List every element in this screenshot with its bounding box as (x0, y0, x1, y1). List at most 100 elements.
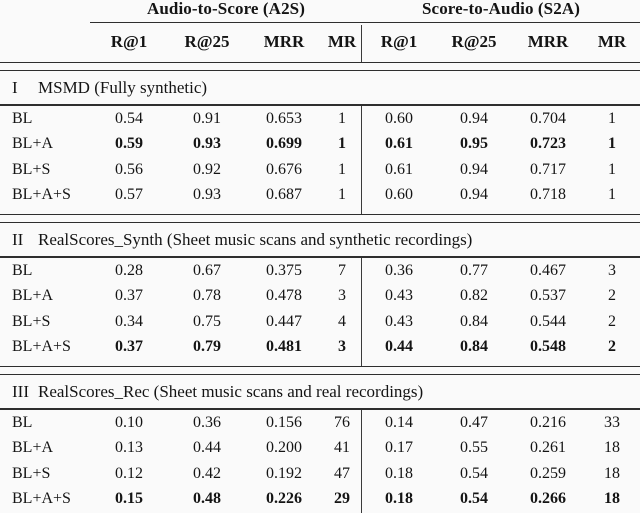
value-cell: 0.12 (115, 464, 143, 482)
value-cell: 3 (608, 261, 616, 279)
col-header-a2s-mr: MR (327, 32, 357, 51)
value-cell: 0.61 (385, 160, 413, 178)
section-rows: BL 0.28 0.67 0.375 7 0.36 0.77 0.467 3 BL+A 0.37 0.… (0, 258, 640, 366)
value-cell: 0.75 (193, 312, 221, 330)
value-cell: 18 (604, 464, 620, 482)
value-cell: 0.192 (266, 464, 302, 482)
value-cell: 76 (334, 413, 350, 431)
value-cell: 0.28 (115, 261, 143, 279)
value-cell: 0.48 (193, 490, 221, 508)
value-cell: 0.54 (115, 109, 143, 127)
value-cell: 0.17 (385, 439, 413, 457)
table-row: BL+S 0.56 0.92 0.676 1 0.61 0.94 0.717 1 (0, 157, 640, 183)
value-cell: 0.447 (266, 312, 302, 330)
corner-spacer (0, 0, 90, 22)
value-cell: 33 (604, 413, 620, 431)
row-label: BL+A+S (12, 490, 71, 508)
value-cell: 0.55 (460, 439, 488, 457)
value-cell: 0.61 (385, 135, 413, 153)
value-cell: 0.47 (460, 413, 488, 431)
section-numeral: I (12, 77, 18, 97)
col-header-s2a-r1: R@1 (380, 32, 418, 51)
value-cell: 0.13 (115, 439, 143, 457)
value-cell: 0.54 (460, 490, 488, 508)
value-cell: 0.375 (266, 261, 302, 279)
row-label: BL+A (12, 439, 54, 457)
value-cell: 0.94 (460, 186, 488, 204)
value-cell: 2 (608, 312, 616, 330)
value-cell: 0.548 (530, 338, 566, 356)
value-cell: 0.57 (115, 186, 143, 204)
row-label: BL (12, 261, 33, 279)
value-cell: 0.10 (115, 413, 143, 431)
row-label: BL+A+S (12, 186, 71, 204)
value-cell: 0.156 (266, 413, 302, 431)
value-cell: 0.226 (266, 490, 302, 508)
section-title: RealScores_Synth (Sheet music scans and … (38, 229, 473, 249)
column-divider (361, 410, 363, 513)
value-cell: 0.18 (385, 464, 413, 482)
value-cell: 0.478 (266, 287, 302, 305)
value-cell: 0.67 (193, 261, 221, 279)
table-section: III RealScores_Rec (Sheet music scans and… (0, 375, 640, 513)
value-cell: 1 (608, 135, 616, 153)
value-cell: 18 (604, 490, 620, 508)
table-row: BL+A 0.37 0.78 0.478 3 0.43 0.82 0.537 2 (0, 284, 640, 310)
value-cell: 0.544 (530, 312, 566, 330)
value-cell: 0.481 (266, 338, 302, 356)
table-row: BL+A 0.59 0.93 0.699 1 0.61 0.95 0.723 1 (0, 132, 640, 158)
table-section: I MSMD (Fully synthetic) BL 0.54 0.91 0.653 1 0… (0, 71, 640, 214)
value-cell: 0.43 (385, 287, 413, 305)
column-divider (361, 106, 363, 214)
row-label: BL+S (12, 160, 51, 178)
table-row: BL+S 0.12 0.42 0.192 47 0.18 0.54 0.259 18 (0, 461, 640, 487)
value-cell: 0.717 (530, 160, 566, 178)
section-numeral: III (12, 381, 29, 401)
row-label: BL (12, 413, 33, 431)
value-cell: 0.92 (193, 160, 221, 178)
value-cell: 0.259 (530, 464, 566, 482)
table-row: BL+S 0.34 0.75 0.447 4 0.43 0.84 0.544 2 (0, 309, 640, 335)
value-cell: 0.93 (193, 186, 221, 204)
value-cell: 2 (608, 287, 616, 305)
value-cell: 0.54 (460, 464, 488, 482)
value-cell: 3 (338, 287, 346, 305)
col-header-a2s-r1: R@1 (110, 32, 148, 51)
value-cell: 0.216 (530, 413, 566, 431)
value-cell: 0.60 (385, 186, 413, 204)
table-row: BL 0.10 0.36 0.156 76 0.14 0.47 0.216 33 (0, 410, 640, 436)
col-header-a2s-r25: R@25 (184, 32, 230, 51)
value-cell: 0.95 (460, 135, 488, 153)
value-cell: 1 (608, 109, 616, 127)
value-cell: 0.42 (193, 464, 221, 482)
value-cell: 1 (338, 135, 346, 153)
value-cell: 1 (608, 160, 616, 178)
value-cell: 0.43 (385, 312, 413, 330)
value-cell: 0.44 (385, 338, 413, 356)
value-cell: 1 (338, 186, 346, 204)
section-numeral: II (12, 229, 24, 249)
value-cell: 0.266 (530, 490, 566, 508)
section-rows: BL 0.54 0.91 0.653 1 0.60 0.94 0.704 1 BL+A 0.59 0.… (0, 106, 640, 214)
value-cell: 0.653 (266, 109, 302, 127)
group-header-row: Audio-to-Score (A2S) Score-to-Audio (S2A… (0, 0, 640, 23)
value-cell: 0.687 (266, 186, 302, 204)
section-title: MSMD (Fully synthetic) (38, 77, 208, 97)
value-cell: 1 (338, 160, 346, 178)
col-header-a2s-mrr: MRR (263, 32, 305, 51)
value-cell: 0.723 (530, 135, 566, 153)
value-cell: 0.37 (115, 338, 143, 356)
table-row: BL+A+S 0.37 0.79 0.481 3 0.44 0.84 0.548 2 (0, 335, 640, 361)
table-row: BL+A+S 0.57 0.93 0.687 1 0.60 0.94 0.718 1 (0, 183, 640, 209)
table-row: BL+A+S 0.15 0.48 0.226 29 0.18 0.54 0.266 18 (0, 487, 640, 513)
column-divider (361, 258, 363, 366)
col-header-s2a-r25: R@25 (451, 32, 497, 51)
value-cell: 0.14 (385, 413, 413, 431)
value-cell: 47 (334, 464, 350, 482)
value-cell: 0.59 (115, 135, 143, 153)
value-cell: 0.704 (530, 109, 566, 127)
value-cell: 0.200 (266, 439, 302, 457)
section-header: I MSMD (Fully synthetic) (0, 71, 640, 106)
table-section: II RealScores_Synth (Sheet music scans an… (0, 223, 640, 366)
